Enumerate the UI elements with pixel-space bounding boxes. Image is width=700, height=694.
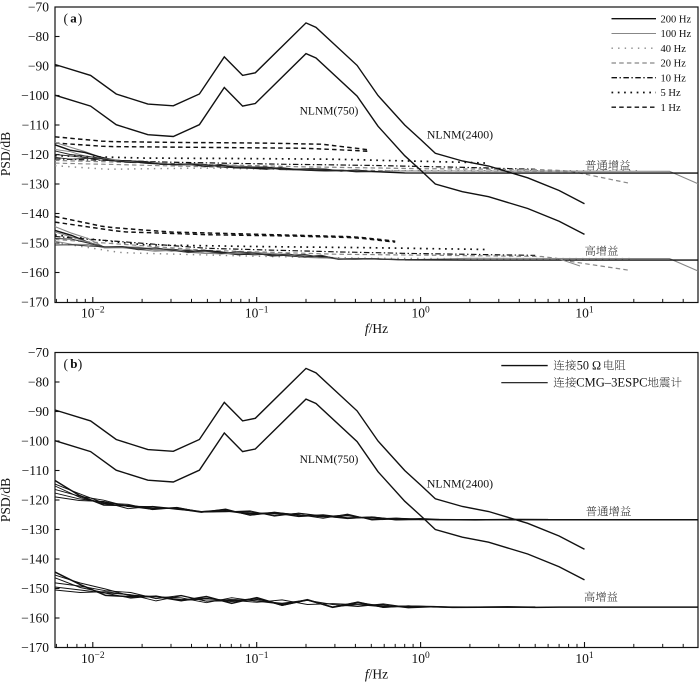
svg-text:−100: −100 <box>21 434 49 449</box>
svg-text:a: a <box>70 11 77 26</box>
svg-text:−160: −160 <box>21 611 49 626</box>
svg-text:40 Hz: 40 Hz <box>661 44 687 55</box>
svg-text:−70: −70 <box>28 0 49 15</box>
svg-text:): ) <box>78 356 83 371</box>
svg-text:(: ( <box>64 356 69 371</box>
svg-text:1 Hz: 1 Hz <box>661 103 681 114</box>
svg-text:b: b <box>70 356 77 371</box>
svg-text:CMG–3ESPC: CMG–3ESPC <box>576 376 647 390</box>
svg-text:f/Hz: f/Hz <box>365 321 388 336</box>
svg-text:50 Ω: 50 Ω <box>577 359 601 373</box>
svg-text:−80: −80 <box>28 375 49 390</box>
svg-text:100 Hz: 100 Hz <box>661 29 692 40</box>
svg-text:200 Hz: 200 Hz <box>661 14 692 25</box>
svg-text:NLNM(750): NLNM(750) <box>300 106 359 118</box>
svg-text:NLNM(2400): NLNM(2400) <box>427 477 493 491</box>
svg-text:−70: −70 <box>28 345 49 360</box>
svg-text:NLNM(750): NLNM(750) <box>300 454 359 466</box>
svg-text:−160: −160 <box>21 265 49 280</box>
svg-text:−120: −120 <box>21 147 49 162</box>
svg-text:PSD/dB: PSD/dB <box>0 478 13 522</box>
svg-text:−100: −100 <box>21 88 49 103</box>
svg-text:10 Hz: 10 Hz <box>661 73 687 84</box>
svg-text:−80: −80 <box>28 29 49 44</box>
svg-text:NLNM(2400): NLNM(2400) <box>427 128 493 142</box>
svg-text:−130: −130 <box>21 522 49 537</box>
svg-text:PSD/dB: PSD/dB <box>0 132 13 176</box>
svg-text:−140: −140 <box>21 206 49 221</box>
svg-text:−170: −170 <box>21 295 49 310</box>
svg-text:−150: −150 <box>21 236 49 251</box>
svg-text:−90: −90 <box>28 404 49 419</box>
svg-text:f/Hz: f/Hz <box>365 667 388 682</box>
svg-text:−120: −120 <box>21 493 49 508</box>
svg-text:−150: −150 <box>21 581 49 596</box>
svg-text:−140: −140 <box>21 552 49 567</box>
svg-text:−170: −170 <box>21 640 49 655</box>
svg-text:20 Hz: 20 Hz <box>661 59 687 70</box>
svg-text:−90: −90 <box>28 59 49 74</box>
svg-text:−130: −130 <box>21 177 49 192</box>
svg-text:): ) <box>78 11 83 26</box>
svg-text:−110: −110 <box>22 463 50 478</box>
svg-text:−110: −110 <box>22 118 50 133</box>
svg-text:5 Hz: 5 Hz <box>661 88 681 99</box>
svg-text:(: ( <box>64 11 69 26</box>
